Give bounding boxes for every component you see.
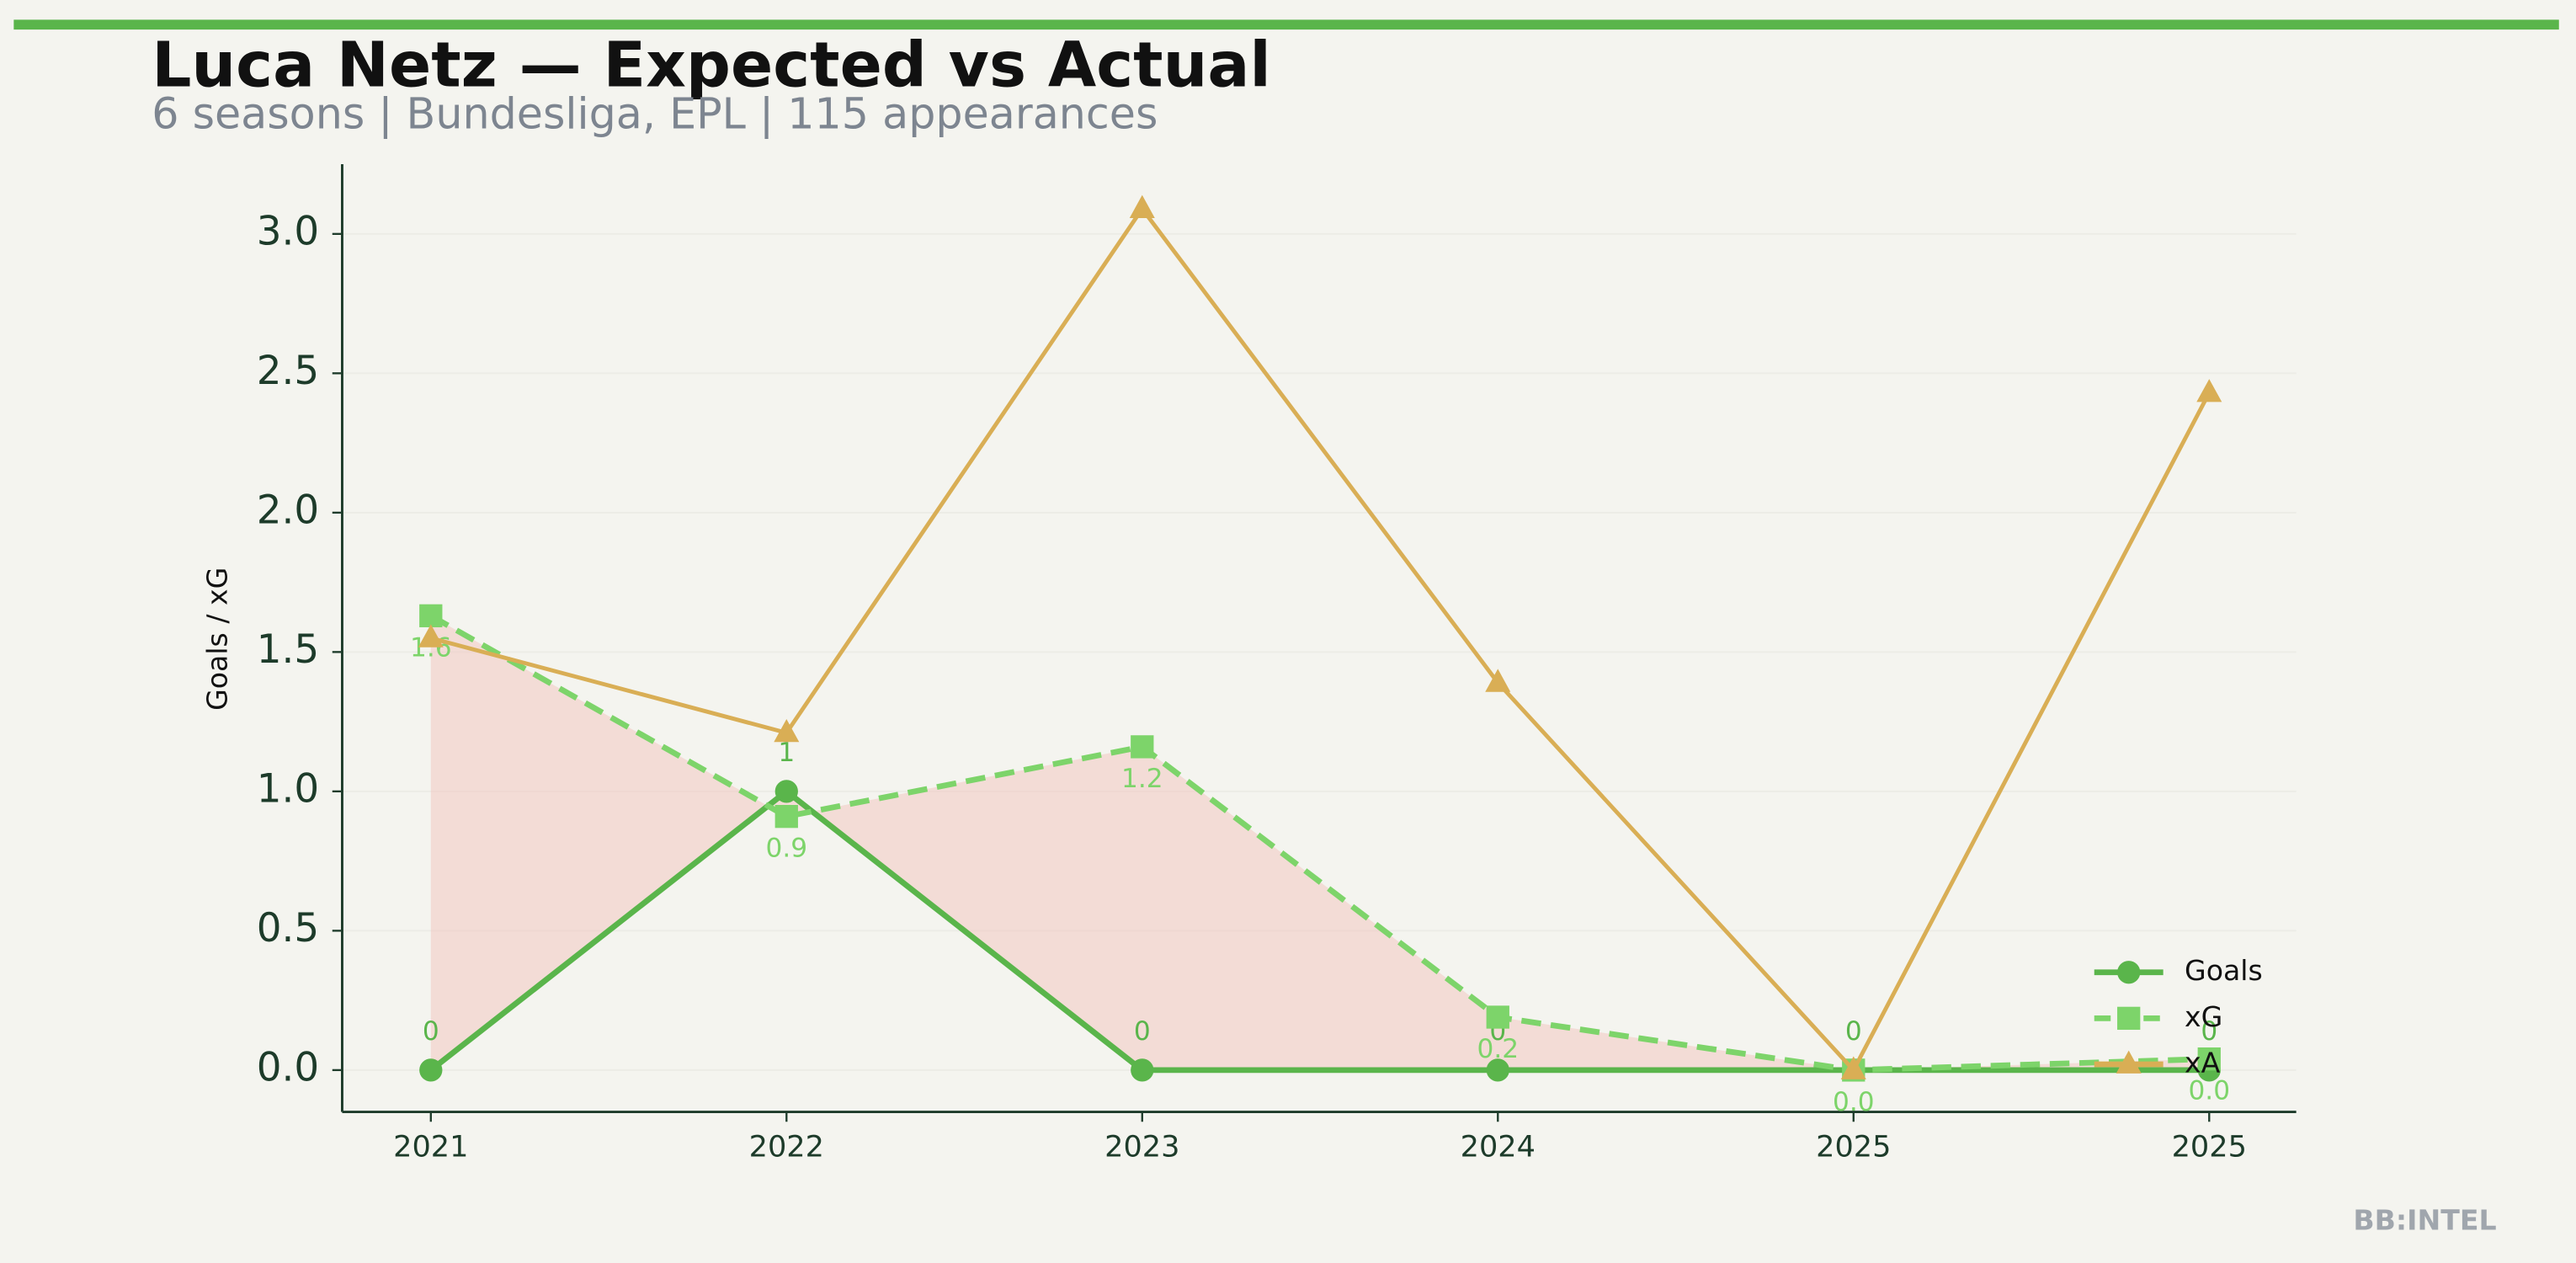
point <box>2197 1047 2221 1071</box>
point <box>774 780 798 803</box>
point <box>1486 1058 1509 1082</box>
data-label: 1.2 <box>1121 764 1163 794</box>
x-tick-label: 2025 <box>1816 1129 1891 1164</box>
point <box>774 805 798 829</box>
point <box>2196 379 2222 402</box>
x-tick-label: 2024 <box>1461 1129 1535 1164</box>
point <box>774 718 800 743</box>
chart-title: Luca Netz — Expected vs Actual <box>152 29 1271 101</box>
point <box>1485 669 1511 692</box>
data-label: 0 <box>1845 1016 1862 1047</box>
top-bar <box>13 19 2559 30</box>
y-tick-label: 2.0 <box>257 488 319 533</box>
x-tick-label: 2022 <box>749 1129 824 1164</box>
point <box>1840 1056 1866 1079</box>
legend-label: xA <box>2185 1046 2221 1079</box>
series-line <box>430 205 2211 1074</box>
data-label: 0 <box>2201 1016 2217 1047</box>
y-tick-label: 3.0 <box>257 209 319 254</box>
y-tick-label: 0.0 <box>257 1045 319 1090</box>
watermark: BB:INTEL <box>2353 1204 2496 1237</box>
data-label: 0.2 <box>1477 1034 1519 1064</box>
y-tick-label: 1.5 <box>257 627 319 673</box>
y-tick-label: 2.5 <box>257 349 319 394</box>
x-tick-label: 2021 <box>393 1129 468 1164</box>
legend-label: xG <box>2185 1000 2222 1033</box>
data-label: 1 <box>778 738 795 768</box>
point <box>1131 1058 1154 1082</box>
series-line <box>429 613 2210 1074</box>
point <box>419 1058 443 1082</box>
data-label: 0 <box>1134 1016 1151 1047</box>
legend-marker <box>2116 1050 2142 1074</box>
legend-marker <box>2117 961 2141 984</box>
data-label: 0.9 <box>765 834 807 864</box>
gap-fill <box>430 616 2210 1070</box>
point <box>419 604 443 627</box>
data-label: 0.0 <box>2188 1076 2230 1106</box>
point <box>418 624 444 647</box>
y-tick-label: 0.5 <box>257 906 319 951</box>
data-label: 0.0 <box>1833 1087 1875 1117</box>
legend-marker <box>2117 1006 2141 1031</box>
point <box>1486 1005 1509 1029</box>
y-tick-label: 1.0 <box>257 766 319 812</box>
data-label: 0 <box>423 1016 439 1047</box>
point <box>1129 195 1155 218</box>
chart-subtitle: 6 seasons | Bundesliga, EPL | 115 appear… <box>152 88 1158 139</box>
x-tick-label: 2023 <box>1104 1129 1179 1164</box>
point <box>1131 735 1154 759</box>
y-axis-label: Goals / xG <box>201 568 234 711</box>
legend-label: Goals <box>2185 954 2263 987</box>
x-tick-label: 2025 <box>2172 1129 2247 1164</box>
